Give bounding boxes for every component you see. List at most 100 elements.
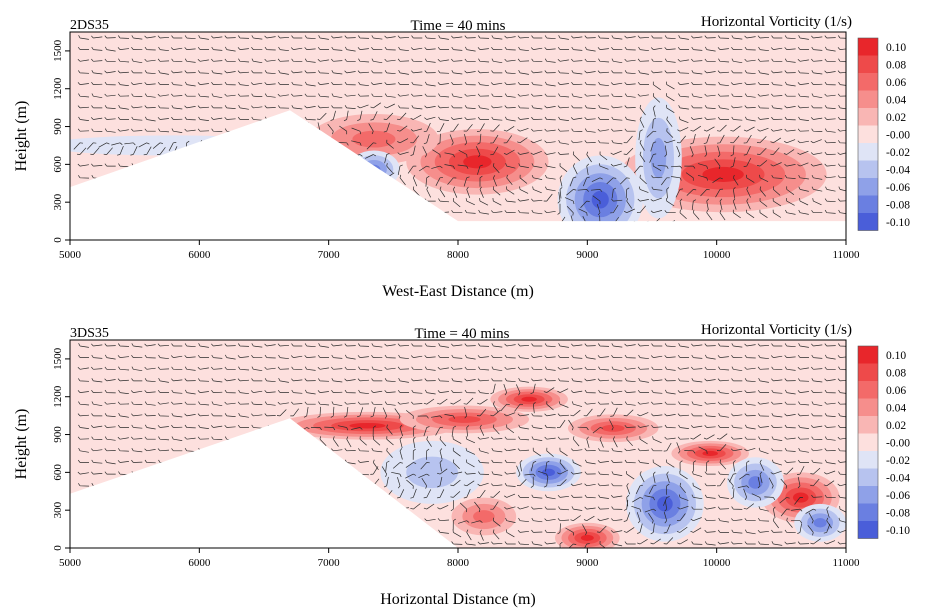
wind-barb	[557, 469, 569, 475]
wind-barb	[371, 401, 383, 405]
wind-barb	[611, 140, 623, 145]
wind-barb	[491, 436, 503, 440]
colorbar-swatch	[858, 108, 878, 126]
wind-barb	[691, 506, 703, 510]
wind-barb	[784, 105, 796, 109]
wind-barb	[316, 112, 327, 120]
wind-barb	[544, 366, 556, 371]
wind-barb	[798, 209, 809, 215]
colorbar-label: -0.04	[886, 164, 910, 176]
wind-barb	[503, 383, 508, 396]
wind-barb	[477, 489, 486, 498]
wind-barb	[504, 46, 516, 51]
wind-barb	[697, 174, 709, 181]
wind-barb	[544, 424, 556, 429]
wind-barb	[771, 541, 783, 546]
wind-barb	[91, 378, 103, 383]
wind-barb	[623, 409, 634, 417]
wind-barb	[837, 483, 846, 487]
wind-barb	[144, 424, 156, 430]
wind-barb	[559, 163, 568, 172]
wind-barb	[824, 35, 836, 39]
wind-barb	[798, 343, 809, 348]
wind-barb	[823, 480, 835, 487]
wind-barb	[544, 494, 556, 500]
wind-barb	[104, 116, 116, 120]
wind-barb	[411, 105, 423, 110]
wind-barb	[838, 140, 846, 144]
wind-barb	[771, 105, 783, 110]
wind-barb	[744, 529, 756, 535]
colorbar-swatch	[858, 143, 878, 161]
wind-barb	[744, 105, 756, 109]
wind-barb	[664, 378, 676, 382]
wind-barb	[437, 354, 449, 358]
wind-barb	[610, 163, 623, 167]
wind-barb	[410, 128, 423, 132]
wind-barb	[770, 162, 782, 167]
wind-barb	[478, 366, 490, 371]
y-tick-label: 300	[52, 501, 64, 518]
wind-barb	[450, 500, 454, 512]
wind-barb	[357, 104, 369, 109]
wind-barb	[758, 541, 770, 546]
wind-barb	[530, 47, 543, 50]
wind-barb	[691, 105, 703, 109]
wind-barb	[531, 35, 543, 39]
wind-barb	[638, 354, 649, 360]
wind-barb	[251, 413, 263, 417]
x-axis-label: Horizontal Distance (m)	[380, 591, 536, 608]
wind-barb	[637, 93, 649, 97]
wind-barb	[611, 541, 623, 547]
wind-barb	[757, 81, 769, 85]
wind-barb	[519, 460, 523, 472]
wind-barb	[675, 188, 684, 198]
wind-barb	[759, 459, 765, 471]
colorbar-swatch	[858, 346, 878, 364]
wind-barb	[397, 151, 409, 155]
wind-barb	[570, 117, 583, 120]
wind-barb	[91, 389, 103, 393]
wind-barb	[652, 436, 662, 444]
wind-barb	[689, 145, 694, 158]
wind-barb	[77, 436, 90, 440]
wind-barb	[611, 70, 623, 74]
wind-barb	[478, 389, 489, 395]
wind-barb	[770, 147, 780, 155]
wind-barb	[678, 378, 690, 382]
wind-barb	[399, 424, 404, 437]
wind-barb	[531, 81, 543, 86]
wind-barb	[624, 354, 636, 359]
vorticity-contour	[521, 396, 537, 402]
wind-barb	[371, 35, 383, 40]
wind-barb	[690, 433, 701, 440]
wind-barb	[91, 459, 103, 464]
wind-barb	[237, 47, 249, 50]
wind-barb	[838, 35, 846, 39]
wind-barb	[210, 425, 223, 428]
wind-barb	[798, 186, 809, 192]
wind-barb	[264, 401, 276, 406]
wind-barb	[492, 529, 500, 540]
wind-barb	[706, 209, 713, 221]
wind-barb	[144, 58, 156, 62]
wind-barb	[584, 81, 596, 86]
wind-barb	[531, 436, 543, 441]
wind-barb	[824, 401, 836, 405]
wind-barb	[797, 82, 809, 85]
wind-barb	[837, 460, 846, 463]
wind-barb	[464, 46, 476, 52]
wind-barb	[624, 366, 636, 370]
wind-barb	[758, 436, 770, 441]
wind-barb	[768, 477, 774, 489]
vorticity-feature	[490, 386, 568, 412]
wind-barb	[492, 401, 499, 413]
wind-barb	[131, 70, 143, 74]
wind-barb	[451, 93, 463, 99]
wind-barb	[78, 93, 90, 98]
wind-barb	[357, 47, 369, 50]
wind-barb	[399, 448, 403, 460]
wind-barb	[837, 152, 846, 155]
wind-barb	[798, 424, 809, 429]
